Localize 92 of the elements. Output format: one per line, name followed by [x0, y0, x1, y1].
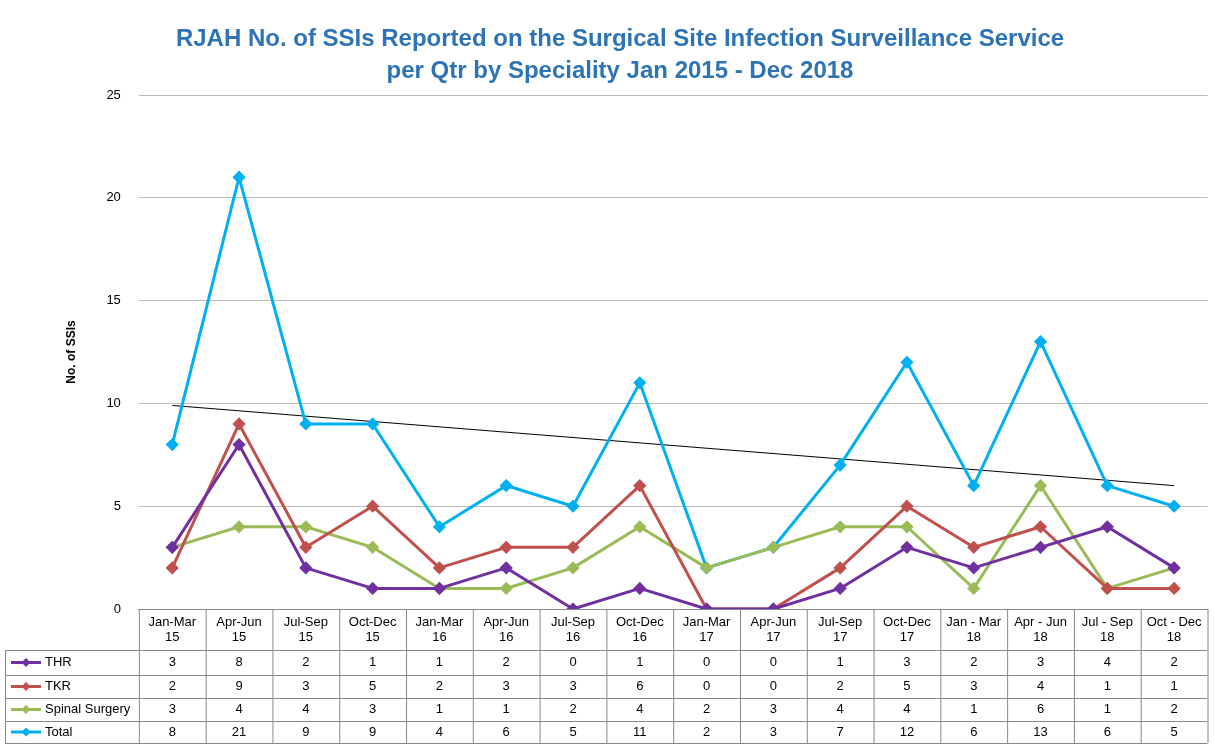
data-label: 2 [1170, 654, 1178, 670]
legend-label: Total [45, 723, 73, 739]
data-label: 3 [302, 678, 310, 694]
data-label: 4 [1103, 654, 1111, 670]
y-tick-label: 0 [113, 600, 121, 616]
data-label: 1 [502, 701, 510, 717]
data-label: 3 [168, 701, 176, 717]
x-tick-label: Oct-Dec 16 [615, 613, 665, 644]
data-label: 4 [903, 701, 911, 717]
data-label: 5 [569, 723, 577, 739]
data-label: 4 [636, 701, 644, 717]
data-label: 2 [836, 678, 844, 694]
x-tick-label: Jan-Mar 16 [415, 613, 464, 644]
x-tick-label: Apr - Jun 18 [1014, 613, 1067, 644]
data-label: 8 [235, 654, 243, 670]
data-label: 2 [302, 654, 310, 670]
data-label: 12 [899, 723, 915, 739]
data-label: 4 [836, 701, 844, 717]
chart-title: RJAH No. of SSIs Reported on the Surgical Site Infection Surveillance Service per Qtr by Speciality Jan 2015 - Dec 2018 [174, 23, 1066, 85]
legend-label: TKR [45, 678, 71, 694]
data-label: 9 [302, 723, 310, 739]
x-tick-label: Jan - Mar 18 [946, 613, 1002, 644]
data-label: 9 [369, 723, 377, 739]
data-label: 2 [502, 654, 510, 670]
data-label: 6 [970, 723, 978, 739]
data-label: 4 [435, 723, 444, 739]
data-label: 6 [1103, 723, 1111, 739]
data-label: 3 [502, 678, 510, 694]
data-label: 13 [1033, 723, 1048, 739]
data-label: 0 [702, 654, 711, 670]
data-label: 1 [970, 701, 978, 717]
data-label: 0 [569, 654, 577, 670]
x-tick-label: Oct-Dec 15 [348, 613, 397, 644]
data-label: 21 [231, 723, 247, 739]
data-label: 1 [836, 654, 844, 670]
y-tick-label: 25 [106, 86, 121, 102]
data-label: 0 [769, 654, 777, 670]
x-tick-label: Jul - Sep 18 [1081, 613, 1133, 644]
y-tick-label: 10 [106, 394, 121, 410]
data-label: 6 [1036, 701, 1045, 717]
data-label: 2 [1170, 701, 1178, 717]
data-label: 3 [569, 678, 577, 694]
data-label: 8 [168, 723, 176, 739]
data-label: 1 [1103, 678, 1111, 694]
x-tick-label: Apr-Jun 16 [483, 613, 529, 644]
x-tick-label: Oct - Dec 18 [1146, 613, 1203, 644]
data-label: 1 [435, 654, 444, 670]
data-label: 2 [569, 701, 577, 717]
data-label: 2 [435, 678, 444, 694]
data-label: 5 [1170, 723, 1178, 739]
data-label: 1 [435, 701, 444, 717]
y-tick-label: 5 [113, 497, 121, 513]
x-tick-label: Jul-Sep 16 [550, 613, 596, 644]
legend-label: Spinal Surgery [45, 701, 131, 717]
data-label: 0 [702, 678, 711, 694]
data-label: 3 [168, 654, 176, 670]
x-tick-label: Jan-Mar 17 [682, 613, 732, 644]
data-label: 2 [168, 678, 176, 694]
data-label: 3 [970, 678, 978, 694]
x-tick-label: Oct-Dec 17 [883, 613, 932, 644]
data-label: 6 [636, 678, 644, 694]
y-tick-label: 15 [106, 292, 121, 308]
data-label: 6 [502, 723, 510, 739]
data-label: 11 [633, 723, 647, 739]
data-label: 3 [769, 701, 777, 717]
legend-label: THR [45, 654, 72, 670]
x-tick-label: Apr-Jun 15 [216, 613, 262, 644]
data-label: 3 [1036, 654, 1045, 670]
data-label: 0 [769, 678, 777, 694]
data-label: 4 [1036, 678, 1045, 694]
x-tick-label: Jul-Sep 15 [283, 613, 328, 644]
x-tick-label: Apr-Jun 17 [750, 613, 797, 644]
data-label: 4 [302, 701, 310, 717]
data-label: 1 [1103, 701, 1111, 717]
data-label: 1 [636, 654, 644, 670]
x-tick-label: Jan-Mar 15 [148, 613, 197, 644]
data-label: 5 [369, 678, 377, 694]
data-label: 9 [235, 678, 243, 694]
y-tick-label: 20 [106, 189, 121, 205]
data-label: 1 [1170, 678, 1178, 694]
data-label: 1 [369, 654, 377, 670]
x-tick-label: Jul-Sep 17 [818, 613, 863, 644]
data-label: 2 [702, 701, 711, 717]
data-label: 2 [702, 723, 711, 739]
data-label: 4 [235, 701, 243, 717]
data-label: 3 [769, 723, 777, 739]
y-axis-title: No. of SSIs [63, 320, 78, 384]
data-label: 3 [903, 654, 911, 670]
data-label: 2 [970, 654, 978, 670]
data-label: 3 [369, 701, 377, 717]
data-label: 5 [903, 678, 911, 694]
data-label: 7 [836, 723, 844, 739]
